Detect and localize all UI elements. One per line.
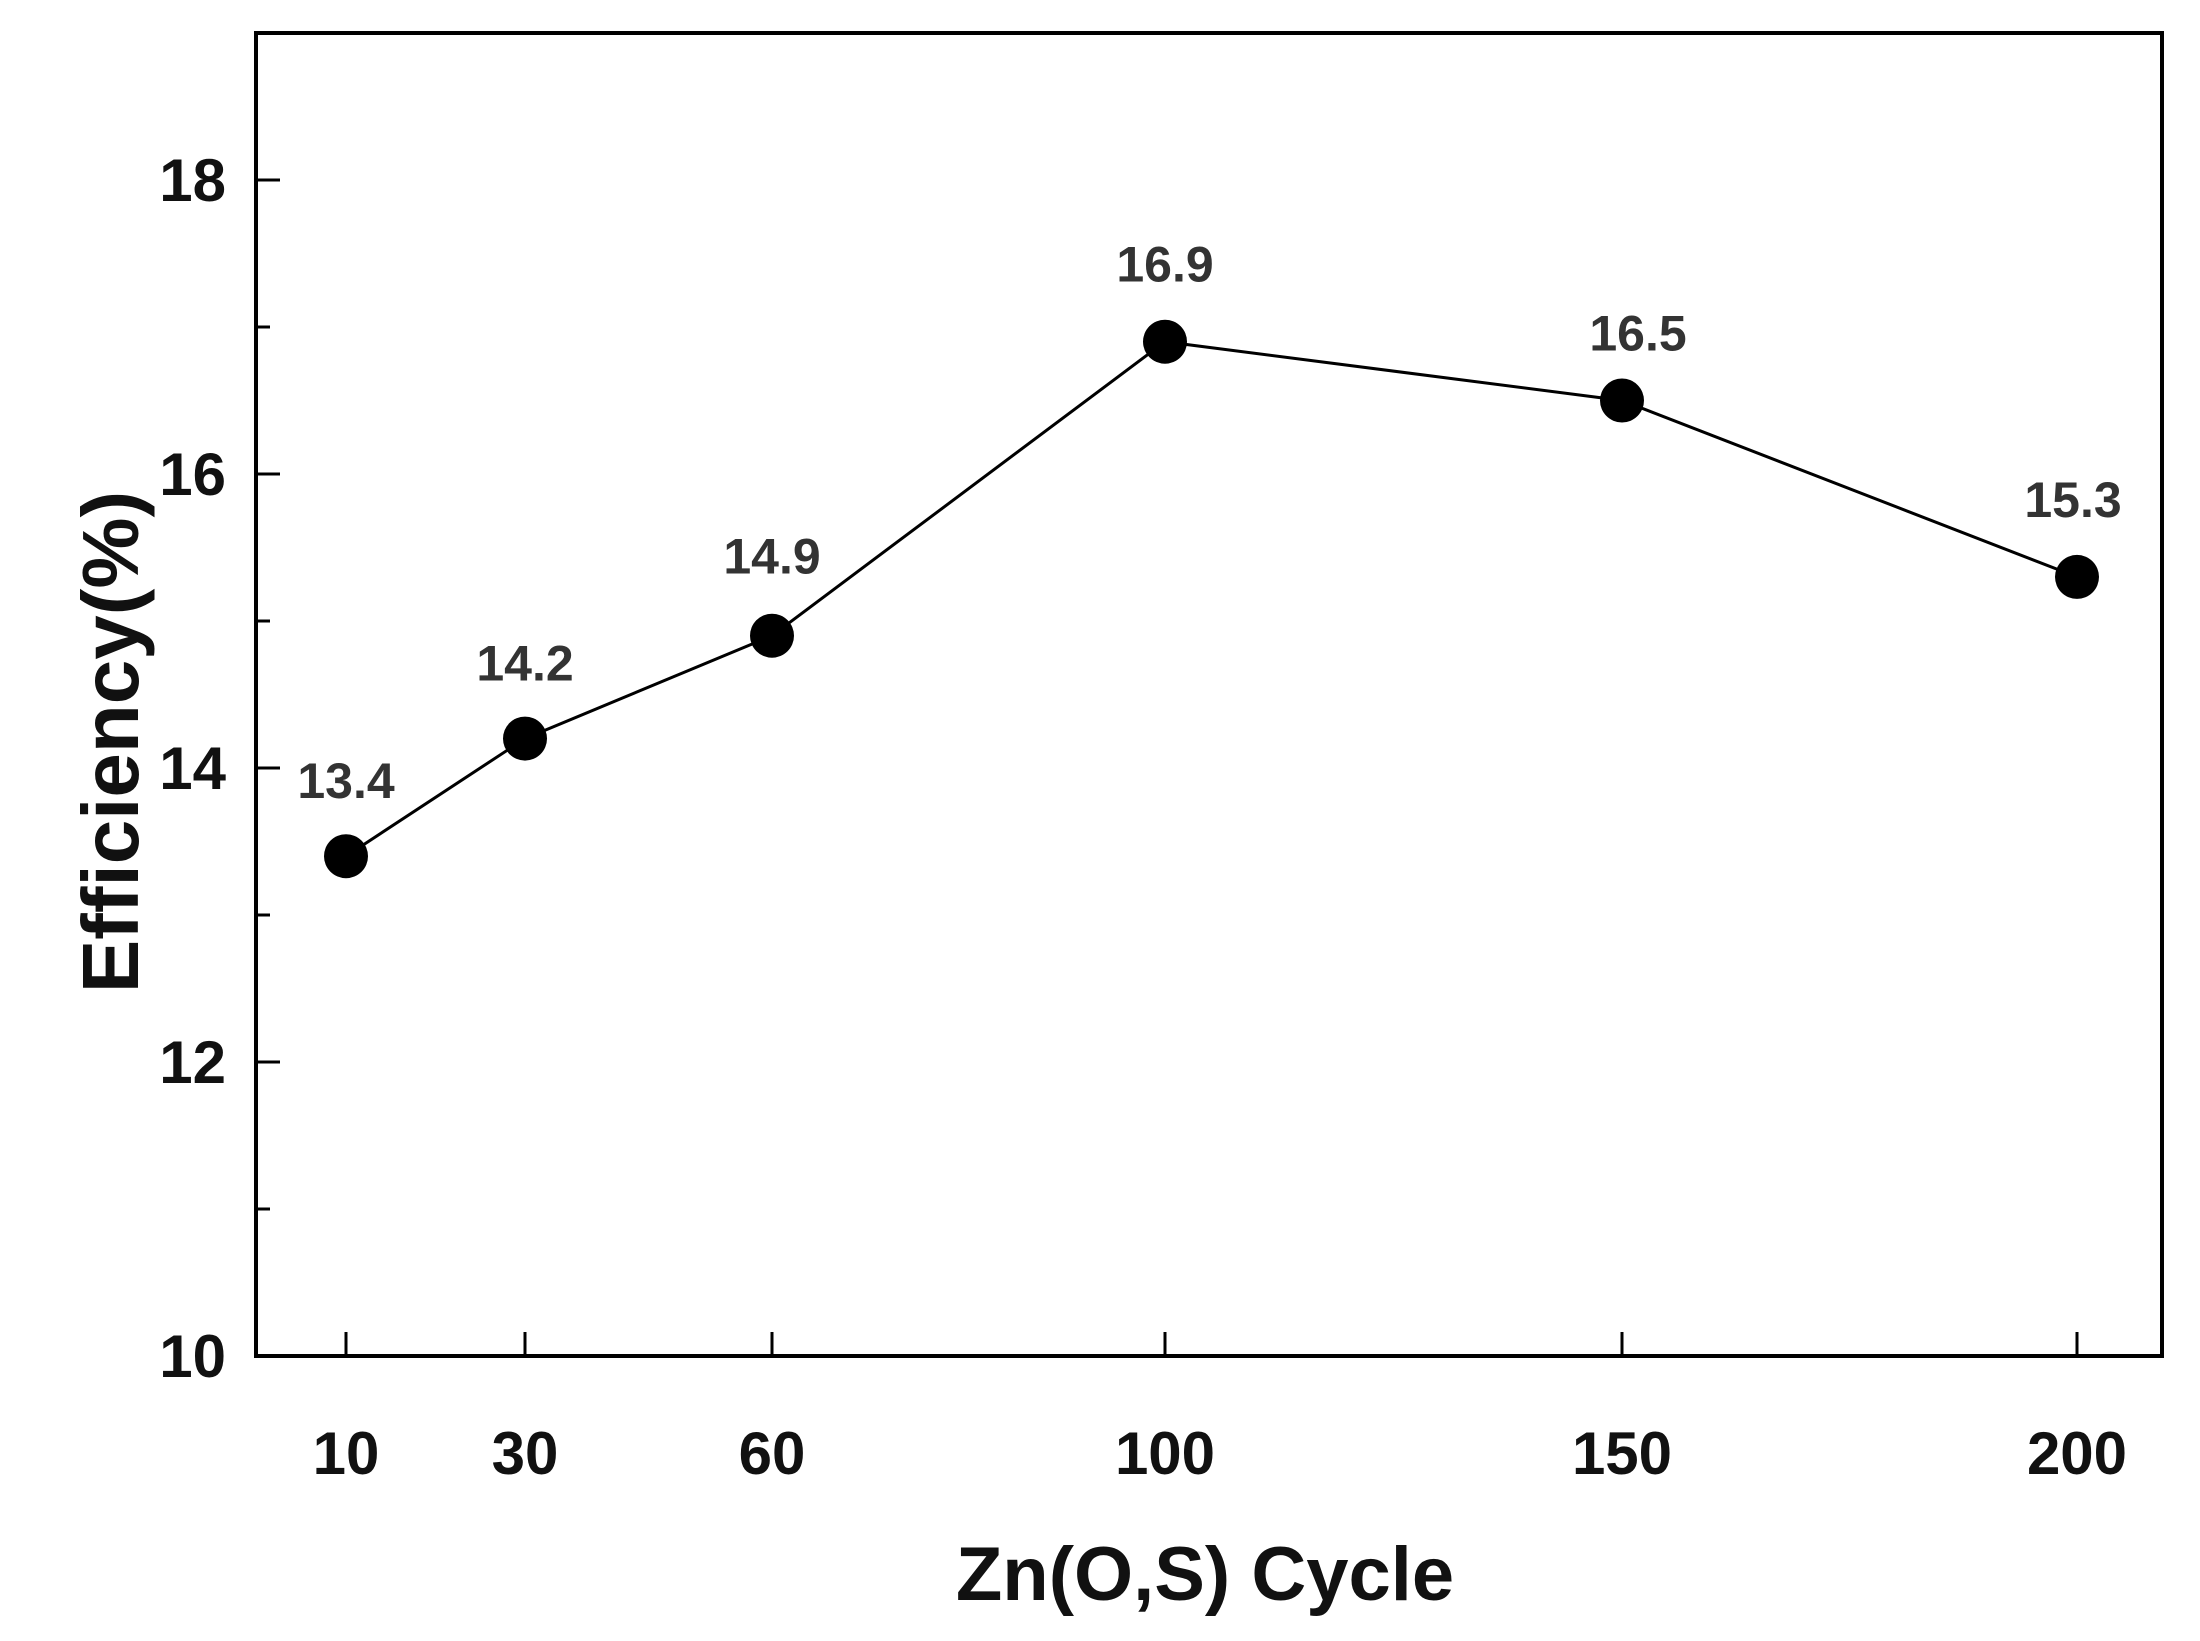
x-axis-ticks: 10 30 60 100 150 200: [313, 1332, 2127, 1487]
data-point: [324, 834, 368, 879]
y-tick-label: 18: [159, 147, 226, 214]
x-tick-label: 30: [492, 1420, 559, 1487]
x-tick-label: 10: [313, 1420, 380, 1487]
data-label: 16.9: [1116, 237, 1213, 293]
data-label: 13.4: [297, 753, 395, 809]
data-point: [750, 613, 794, 658]
x-tick-label: 150: [1572, 1420, 1672, 1487]
y-tick-label: 14: [159, 735, 226, 802]
x-tick-label: 60: [739, 1420, 806, 1487]
data-point: [1600, 378, 1644, 423]
data-label: 14.2: [476, 636, 573, 692]
y-axis-ticks: 10 12 14 16 18: [159, 147, 280, 1390]
data-markers: [324, 319, 2099, 879]
series-line-group: [345, 340, 2078, 858]
x-axis-title: Zn(O,S) Cycle: [956, 1532, 1454, 1617]
y-tick-label: 12: [159, 1029, 226, 1096]
plot-frame: [254, 31, 2164, 1358]
y-axis-title: Efficiency(%): [66, 491, 155, 993]
data-label: 15.3: [2024, 472, 2121, 528]
x-tick-label: 200: [2027, 1420, 2127, 1487]
data-label: 14.9: [723, 529, 820, 585]
data-point: [503, 716, 547, 761]
series-line: [345, 340, 2078, 858]
y-tick-label: 10: [159, 1323, 226, 1390]
data-label: 16.5: [1589, 306, 1686, 362]
data-labels: 13.4 14.2 14.9 16.9 16.5 15.3: [297, 237, 2121, 810]
x-tick-label: 100: [1115, 1420, 1215, 1487]
data-point: [2055, 554, 2099, 599]
y-tick-label: 16: [159, 441, 226, 508]
data-point: [1143, 319, 1187, 364]
